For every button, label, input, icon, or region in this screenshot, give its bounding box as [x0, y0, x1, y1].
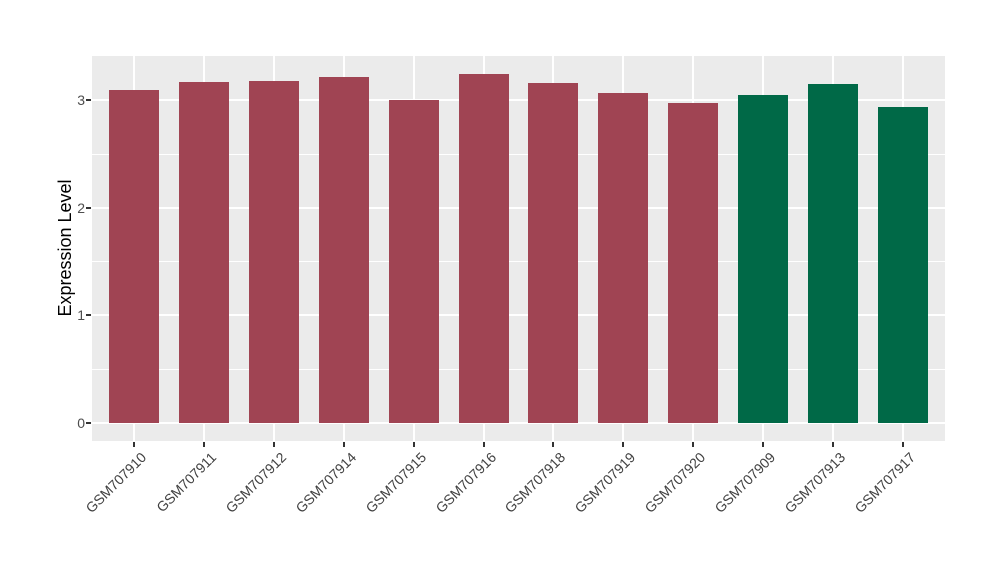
minor-gridline-y-1.5 [92, 261, 945, 263]
bar-GSM707917 [878, 106, 929, 423]
x-tick-GSM707918 [552, 442, 555, 447]
x-tick-GSM707914 [342, 442, 345, 447]
major-gridline-y-2 [92, 206, 945, 209]
bar-GSM707910 [108, 89, 159, 423]
bar-GSM707915 [388, 100, 439, 423]
x-tick-GSM707915 [412, 442, 415, 447]
plot-panel [92, 56, 945, 441]
x-tick-GSM707909 [762, 442, 765, 447]
bar-GSM707913 [808, 84, 859, 423]
bar-GSM707920 [668, 102, 719, 423]
bar-GSM707919 [598, 92, 649, 423]
y-tick-label-1: 1 [77, 307, 85, 324]
bar-GSM707911 [178, 82, 229, 423]
y-tick-1 [86, 314, 91, 317]
y-tick-3 [86, 99, 91, 102]
bar-GSM707912 [248, 81, 299, 423]
major-gridline-y-1 [92, 314, 945, 317]
x-tick-GSM707916 [482, 442, 485, 447]
major-gridline-y-0 [92, 422, 945, 424]
bar-GSM707916 [458, 73, 509, 423]
x-tick-GSM707919 [622, 442, 625, 447]
y-tick-2 [86, 206, 91, 209]
bar-GSM707909 [738, 95, 789, 423]
y-tick-label-0: 0 [77, 415, 85, 431]
x-tick-GSM707910 [132, 442, 135, 447]
y-tick-label-3: 3 [77, 92, 85, 109]
x-tick-GSM707920 [692, 442, 695, 447]
x-tick-GSM707913 [832, 442, 835, 447]
bar-GSM707914 [318, 76, 369, 423]
bar-GSM707918 [528, 83, 579, 423]
y-tick-0 [86, 422, 91, 424]
x-tick-GSM707912 [272, 442, 275, 447]
x-tick-GSM707911 [202, 442, 205, 447]
minor-gridline-y-0.5 [92, 368, 945, 370]
major-gridline-y-3 [92, 99, 945, 102]
minor-gridline-y-2.5 [92, 153, 945, 155]
x-tick-GSM707917 [902, 442, 905, 447]
y-tick-label-2: 2 [77, 199, 85, 216]
